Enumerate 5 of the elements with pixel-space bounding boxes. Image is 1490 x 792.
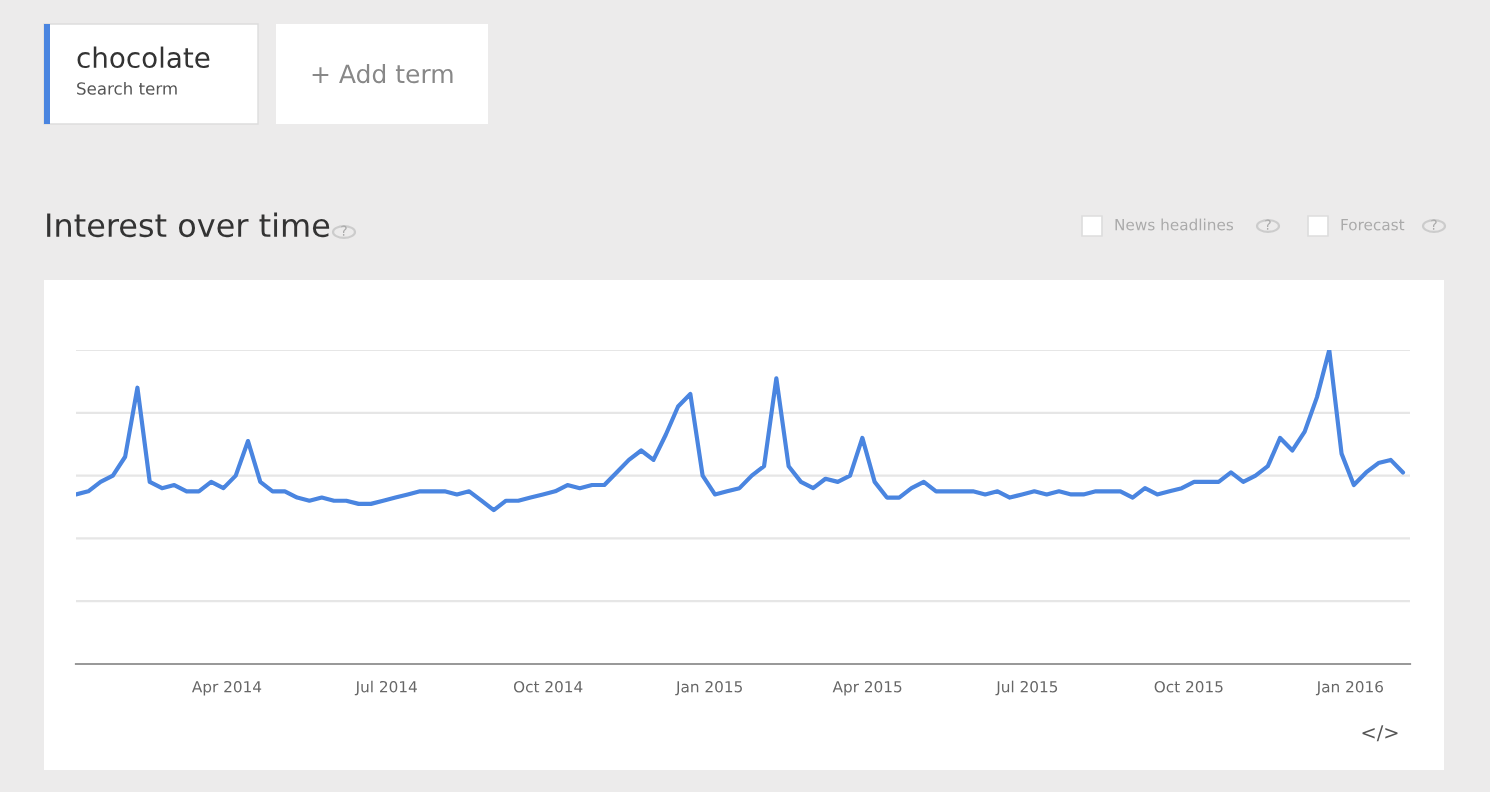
- text: chocolate: [77, 46, 210, 69]
- text: Search term: [77, 81, 177, 95]
- text: + Add term: [312, 63, 453, 84]
- text: </>: [1362, 725, 1398, 742]
- chart-title: Interest over time: [47, 212, 330, 238]
